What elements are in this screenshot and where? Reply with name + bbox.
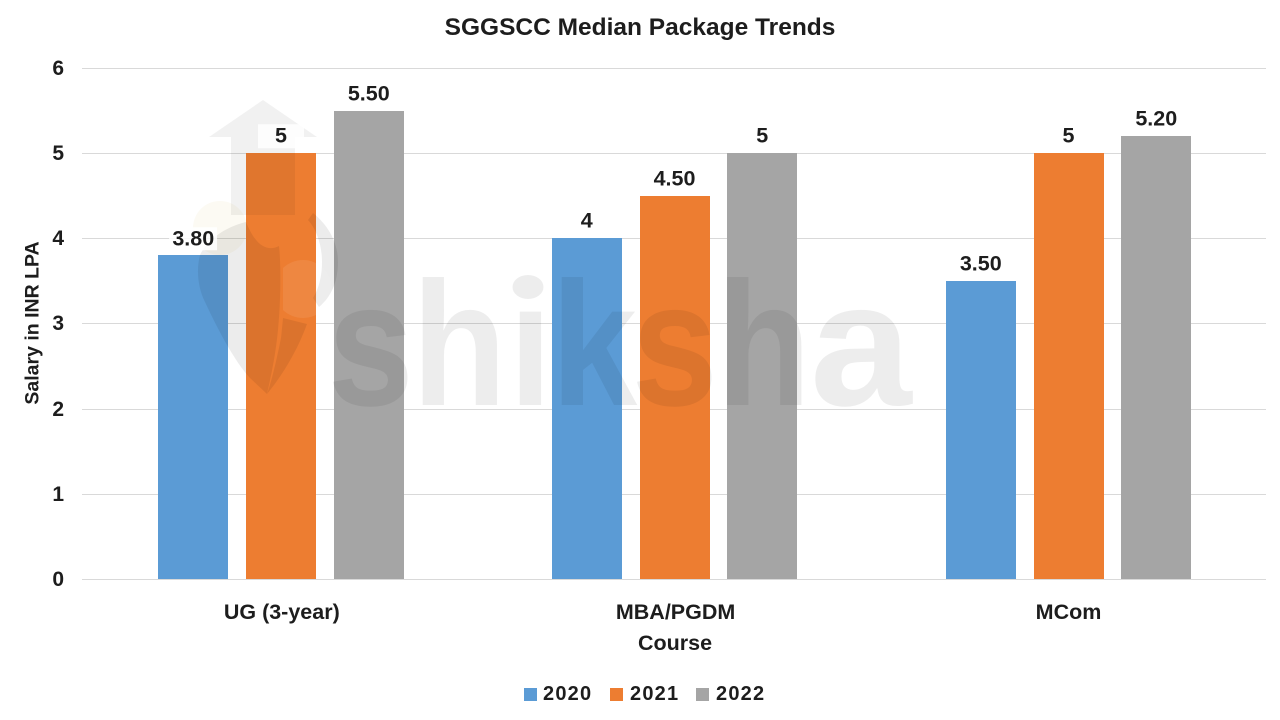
svg-text:a: a bbox=[810, 246, 914, 444]
